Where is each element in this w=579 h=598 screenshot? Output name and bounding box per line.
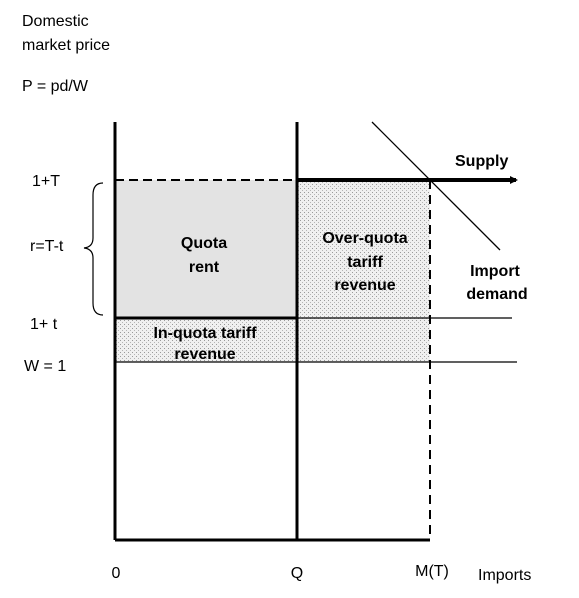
- area-label: revenue: [334, 277, 395, 294]
- y-title-line: Domestic: [22, 13, 89, 30]
- level-label: 1+ t: [30, 316, 58, 333]
- level-label: 1+T: [32, 173, 60, 190]
- area-label: In-quota tariff: [153, 325, 257, 342]
- demand-label: Import: [470, 263, 520, 280]
- y-formula: P = pd/W: [22, 78, 89, 95]
- quota-rent-area: [115, 180, 297, 318]
- area-label: tariff: [347, 254, 383, 271]
- y-title-line: market price: [22, 37, 110, 54]
- demand-label: demand: [466, 286, 527, 303]
- x-mark: M(T): [415, 563, 449, 580]
- level-label: W = 1: [24, 358, 66, 375]
- supply-label: Supply: [455, 153, 508, 170]
- level-label: r=T-t: [30, 238, 64, 255]
- in-quota-area: [115, 318, 297, 362]
- x-mark: Q: [291, 565, 303, 582]
- area-label: revenue: [174, 346, 235, 363]
- over-quota-area: [297, 180, 430, 362]
- import-demand-curve: [371, 121, 501, 251]
- brace: [83, 182, 104, 316]
- area-label: Quota: [181, 235, 227, 252]
- x-mark: 0: [112, 565, 121, 582]
- area-label: rent: [189, 259, 220, 276]
- area-label: Over-quota: [322, 230, 407, 247]
- x-title: Imports: [478, 567, 531, 584]
